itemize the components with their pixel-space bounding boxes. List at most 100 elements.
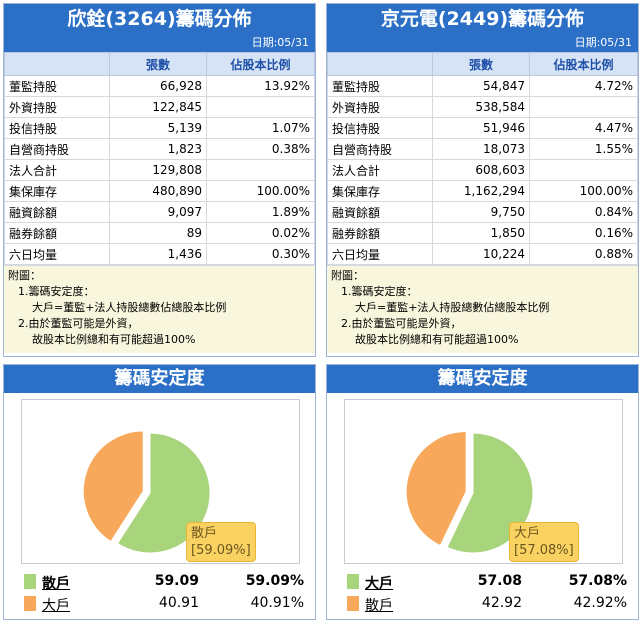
row-shares: 9,750 [432,201,530,223]
legend-swatch [347,574,359,589]
table-row: 投信持股 51,946 4.47% [327,117,638,139]
note-line: 大戶=董監+法人持股總數佔總股本比例 [355,301,550,314]
row-ratio: 1.55% [529,138,638,160]
row-ratio: 4.72% [529,75,638,97]
row-label: 融券餘額 [4,222,110,244]
stability-chart-panel-3264: 籌碼安定度 散戶 [59.09%] 散戶 59.09 59.09% 大戶 40.… [3,364,316,620]
column-header-ratio: 佔股本比例 [529,52,638,76]
row-label: 外資持股 [4,96,110,118]
row-ratio: 0.38% [206,138,315,160]
note-line: 故股本比例總和有可能超過100% [355,333,519,346]
table-header-row: 張數 佔股本比例 [4,52,315,76]
row-shares: 89 [109,222,207,244]
table-row: 集保庫存 480,890 100.00% [4,180,315,202]
row-shares: 480,890 [109,180,207,202]
tooltip-name: 散戶 [191,526,218,541]
panel-title: 欣銓(3264)籌碼分佈 [4,4,315,35]
row-ratio: 4.47% [529,117,638,139]
pie-chart [82,430,211,554]
chart-tooltip: 大戶 [57.08%] [509,522,579,562]
row-ratio: 0.88% [529,243,638,265]
legend-link[interactable]: 大戶 [42,598,70,614]
row-ratio: 0.84% [529,201,638,223]
legend-row: 散戶 42.92 42.92% [347,593,629,615]
legend-percent: 40.91% [250,595,304,611]
pie-chart-frame: 大戶 [57.08%] [344,399,623,564]
legend-link[interactable]: 散戶 [42,576,70,592]
row-label: 自營商持股 [327,138,433,160]
row-label: 自營商持股 [4,138,110,160]
row-shares: 608,603 [432,159,530,181]
row-shares: 5,139 [109,117,207,139]
column-header-ratio: 佔股本比例 [206,52,315,76]
note-line: 附圖： [8,269,41,282]
legend-percent: 59.09% [245,573,304,589]
legend-swatch [24,596,36,611]
row-ratio [206,96,315,118]
row-shares: 54,847 [432,75,530,97]
pie-slice-大戶[interactable] [82,430,144,543]
row-label: 投信持股 [4,117,110,139]
legend-swatch [24,574,36,589]
legend-row: 散戶 59.09 59.09% [24,571,306,593]
table-row: 六日均量 10,224 0.88% [327,243,638,265]
row-ratio: 100.00% [206,180,315,202]
row-shares: 18,073 [432,138,530,160]
notes-box: 附圖： 1.籌碼安定度： 大戶=董監+法人持股總數佔總股本比例 2.由於董監可能… [327,265,638,353]
row-shares: 51,946 [432,117,530,139]
row-label: 董監持股 [327,75,433,97]
chart-title: 籌碼安定度 [327,365,638,393]
column-header [4,52,110,76]
row-label: 六日均量 [4,243,110,265]
tooltip-name: 大戶 [514,526,541,541]
table-row: 融資餘額 9,097 1.89% [4,201,315,223]
chart-legend: 散戶 59.09 59.09% 大戶 40.91 40.91% [24,571,306,615]
row-label: 六日均量 [327,243,433,265]
row-shares: 1,823 [109,138,207,160]
row-ratio: 13.92% [206,75,315,97]
table-row: 董監持股 54,847 4.72% [327,75,638,97]
legend-value: 59.09 [154,573,199,589]
table-row: 董監持股 66,928 13.92% [4,75,315,97]
table-row: 融券餘額 1,850 0.16% [327,222,638,244]
note-line: 大戶=董監+法人持股總數佔總股本比例 [32,301,227,314]
tooltip-value: [57.08%] [514,543,574,558]
row-label: 法人合計 [4,159,110,181]
panel-date: 日期:05/31 [4,35,315,52]
pie-slice-散戶[interactable] [405,430,467,547]
table-row: 融券餘額 89 0.02% [4,222,315,244]
table-row: 集保庫存 1,162,294 100.00% [327,180,638,202]
row-ratio: 1.07% [206,117,315,139]
note-line: 1.籌碼安定度： [341,285,418,298]
note-line: 1.籌碼安定度： [18,285,95,298]
legend-value: 57.08 [477,573,522,589]
table-header-row: 張數 佔股本比例 [327,52,638,76]
table-row: 自營商持股 1,823 0.38% [4,138,315,160]
legend-link[interactable]: 大戶 [365,576,393,592]
row-label: 董監持股 [4,75,110,97]
panel-date: 日期:05/31 [327,35,638,52]
row-label: 外資持股 [327,96,433,118]
table-row: 法人合計 608,603 [327,159,638,181]
distribution-panel-2449: 京元電(2449)籌碼分佈 日期:05/31 張數 佔股本比例 董監持股 54,8… [326,3,639,357]
legend-link[interactable]: 散戶 [365,598,393,614]
row-label: 投信持股 [327,117,433,139]
row-shares: 538,584 [432,96,530,118]
row-ratio: 100.00% [529,180,638,202]
row-shares: 10,224 [432,243,530,265]
note-line: 附圖： [331,269,364,282]
chart-title: 籌碼安定度 [4,365,315,393]
table-row: 外資持股 122,845 [4,96,315,118]
tooltip-value: [59.09%] [191,543,251,558]
column-header-shares: 張數 [432,52,530,76]
row-shares: 1,436 [109,243,207,265]
pie-chart [405,430,534,554]
distribution-table: 張數 佔股本比例 董監持股 66,928 13.92% 外資持股 122,845 投信… [4,52,315,265]
column-header [327,52,433,76]
legend-row: 大戶 57.08 57.08% [347,571,629,593]
table-row: 外資持股 538,584 [327,96,638,118]
table-row: 法人合計 129,808 [4,159,315,181]
notes-box: 附圖： 1.籌碼安定度： 大戶=董監+法人持股總數佔總股本比例 2.由於董監可能… [4,265,315,353]
note-line: 2.由於董監可能是外資， [341,317,462,330]
row-label: 融券餘額 [327,222,433,244]
